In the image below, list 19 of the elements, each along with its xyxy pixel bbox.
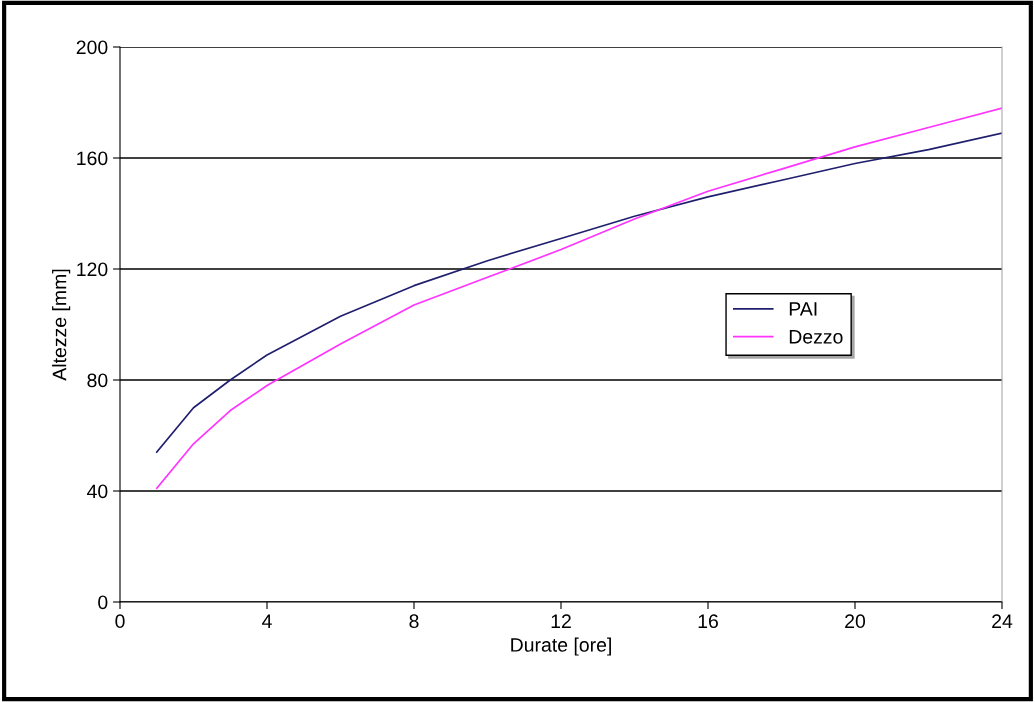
- y-tick-label: 120: [77, 262, 108, 277]
- x-tick-label: 8: [409, 614, 419, 629]
- y-tick-label: 200: [76, 40, 108, 55]
- x-tick-label: 24: [992, 614, 1013, 628]
- line-series: [155, 107, 1002, 490]
- y-tick-label: 40: [87, 484, 108, 499]
- x-axis-title: Durate [ore]: [511, 637, 611, 656]
- x-tick-label: 4: [262, 614, 272, 628]
- y-tick-label: 80: [87, 373, 108, 388]
- line-series: [155, 132, 1002, 453]
- legend-label: PAI: [789, 302, 817, 316]
- x-tick-label: 20: [845, 614, 866, 629]
- x-tick-label: 0: [115, 614, 125, 629]
- y-tick-label: 0: [98, 595, 108, 610]
- legend-label: Dezzo: [789, 330, 843, 344]
- x-tick-label: 12: [551, 614, 571, 628]
- x-tick-label: 16: [698, 614, 718, 629]
- y-axis-title: Altezze [mm]: [52, 269, 71, 381]
- y-tick-label: 160: [77, 151, 108, 166]
